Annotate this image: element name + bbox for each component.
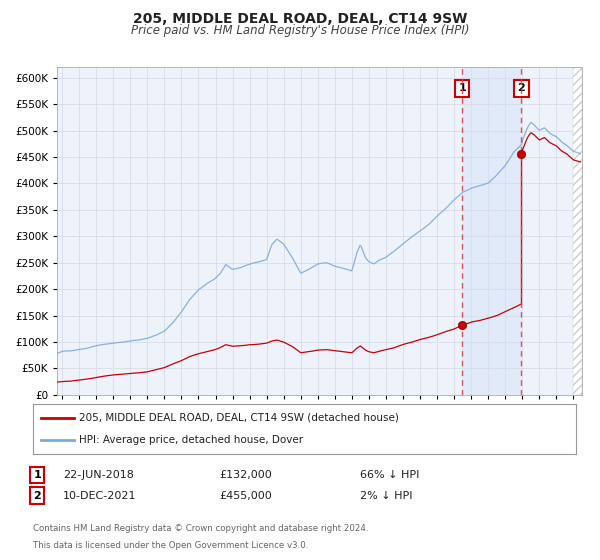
- Text: 1: 1: [458, 83, 466, 94]
- Text: 205, MIDDLE DEAL ROAD, DEAL, CT14 9SW (detached house): 205, MIDDLE DEAL ROAD, DEAL, CT14 9SW (d…: [79, 413, 399, 423]
- Text: HPI: Average price, detached house, Dover: HPI: Average price, detached house, Dove…: [79, 435, 303, 445]
- Bar: [462, 67, 521, 395]
- Text: 22-JUN-2018: 22-JUN-2018: [63, 470, 134, 480]
- Text: 66% ↓ HPI: 66% ↓ HPI: [360, 470, 419, 480]
- Text: 2% ↓ HPI: 2% ↓ HPI: [360, 491, 413, 501]
- Text: Contains HM Land Registry data © Crown copyright and database right 2024.: Contains HM Land Registry data © Crown c…: [33, 524, 368, 533]
- Text: 10-DEC-2021: 10-DEC-2021: [63, 491, 137, 501]
- Text: 205, MIDDLE DEAL ROAD, DEAL, CT14 9SW: 205, MIDDLE DEAL ROAD, DEAL, CT14 9SW: [133, 12, 467, 26]
- Text: 1: 1: [34, 470, 41, 480]
- Text: Price paid vs. HM Land Registry's House Price Index (HPI): Price paid vs. HM Land Registry's House …: [131, 24, 469, 36]
- Text: 2: 2: [34, 491, 41, 501]
- Text: £455,000: £455,000: [219, 491, 272, 501]
- Text: £132,000: £132,000: [219, 470, 272, 480]
- Text: This data is licensed under the Open Government Licence v3.0.: This data is licensed under the Open Gov…: [33, 541, 308, 550]
- Text: 2: 2: [517, 83, 525, 94]
